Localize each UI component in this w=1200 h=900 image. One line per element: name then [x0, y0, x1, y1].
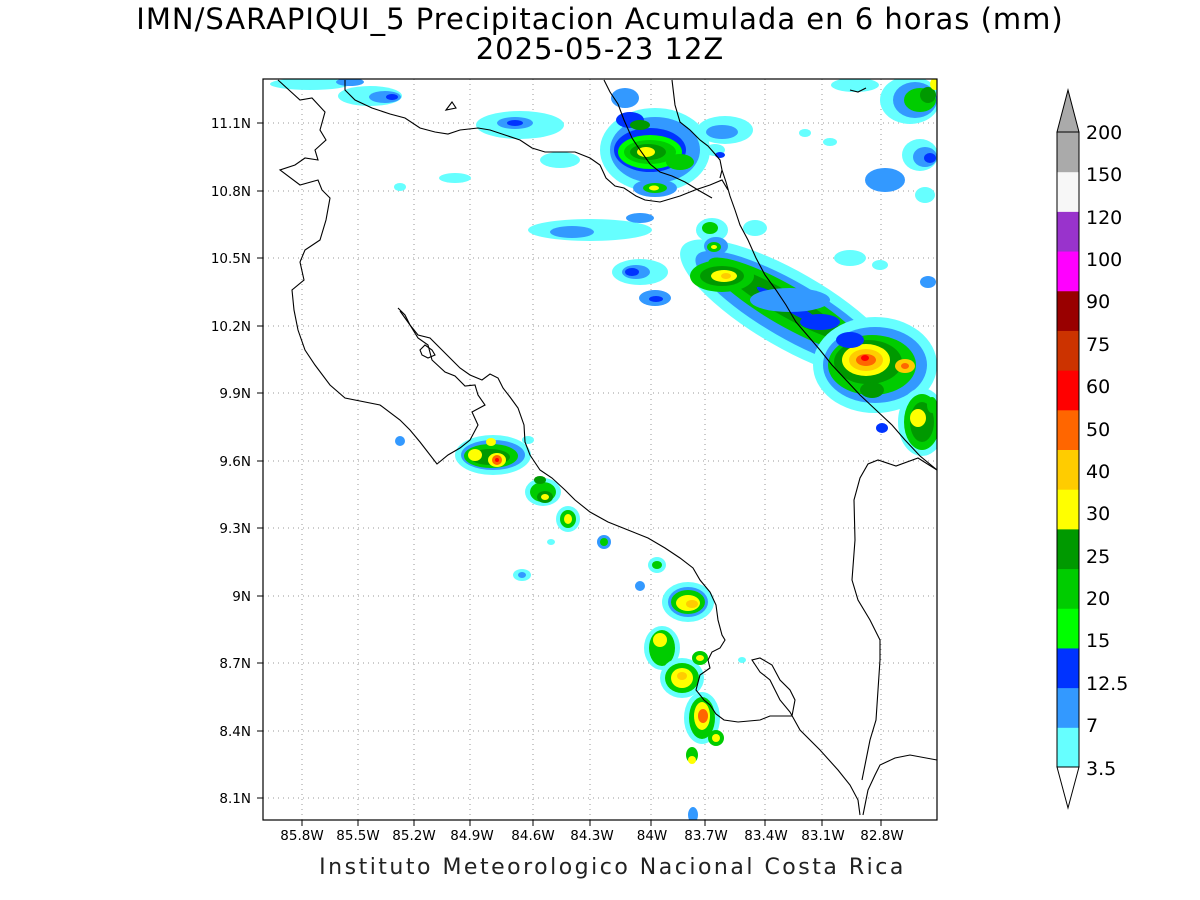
colorbar-label: 150 — [1086, 164, 1122, 186]
lat-label: 8.4N — [219, 724, 251, 740]
lat-label: 10.8N — [211, 184, 251, 200]
colorbar-label: 40 — [1086, 461, 1110, 483]
map-gridlines — [263, 79, 937, 820]
precip-cell — [270, 79, 402, 106]
colorbar-label: 100 — [1086, 249, 1122, 271]
lat-label: 9.3N — [219, 521, 251, 537]
footer-credit: Instituto Meteorologico Nacional Costa R… — [319, 855, 906, 880]
precipitation-field — [270, 79, 937, 820]
map-date: 2025-05-23 12Z — [475, 32, 725, 66]
lon-label: 84.3W — [570, 828, 613, 844]
precip-cell — [600, 88, 710, 197]
lon-label: 84.9W — [450, 828, 493, 844]
colorbar-label: 20 — [1086, 588, 1110, 610]
precip-cell — [528, 213, 767, 242]
colorbar-swatch — [1057, 251, 1079, 292]
precip-cell — [684, 692, 724, 820]
colorbar-label: 25 — [1086, 546, 1110, 568]
map-frame — [262, 78, 938, 821]
colorbar-label: 3.5 — [1086, 758, 1116, 780]
longitude-labels: 85.8W 85.5W 85.2W 84.9W 84.6W 84.3W 84W … — [280, 828, 903, 844]
colorbar-swatch — [1057, 171, 1079, 212]
lon-label: 82.8W — [860, 828, 903, 844]
lon-label: 84.6W — [511, 828, 554, 844]
lon-label: 85.8W — [280, 828, 323, 844]
colorbar-label: 50 — [1086, 419, 1110, 441]
colorbar-swatch — [1057, 489, 1079, 530]
precip-cell — [395, 435, 534, 475]
lat-label: 8.1N — [219, 791, 251, 807]
colorbar-label: 12.5 — [1086, 673, 1128, 695]
colorbar-frame — [1056, 131, 1080, 768]
colorbar-label: 75 — [1086, 334, 1110, 356]
colorbar-swatch — [1057, 528, 1079, 570]
map-title: IMN/SARAPIQUI_5 Precipitacion Acumulada … — [136, 2, 1064, 36]
colorbar-swatches — [1057, 132, 1079, 768]
colorbar-label: 60 — [1086, 376, 1110, 398]
lon-label: 83.1W — [801, 828, 844, 844]
precip-cell — [635, 557, 714, 622]
colorbar-label: 30 — [1086, 503, 1110, 525]
coastlines — [277, 79, 937, 816]
colorbar-swatch — [1057, 449, 1079, 490]
colorbar-swatch — [1057, 409, 1079, 450]
colorbar-swatch — [1057, 330, 1079, 371]
lat-label: 9.9N — [219, 386, 251, 402]
colorbar-label: 90 — [1086, 291, 1110, 313]
colorbar-label: 120 — [1086, 207, 1122, 229]
precip-cell — [644, 626, 746, 698]
colorbar-swatch — [1057, 290, 1079, 331]
precip-cell — [831, 79, 937, 203]
lat-label: 10.5N — [211, 251, 251, 267]
colorbar: 200 150 120 100 90 75 60 50 40 30 25 20 … — [1056, 88, 1128, 810]
colorbar-swatch — [1057, 687, 1079, 728]
colorbar-swatch — [1057, 568, 1079, 609]
colorbar-label: 7 — [1086, 715, 1098, 737]
lat-label: 9N — [232, 589, 251, 605]
lat-label: 10.2N — [211, 319, 251, 335]
colorbar-swatch — [1057, 132, 1079, 173]
colorbar-top-arrow — [1056, 88, 1080, 133]
latitude-labels: 11.1N 10.8N 10.5N 10.2N 9.9N 9.6N 9.3N 9… — [211, 116, 251, 807]
colorbar-swatch — [1057, 370, 1079, 411]
colorbar-swatch — [1057, 647, 1079, 689]
lon-label: 83.4W — [744, 828, 787, 844]
colorbar-label: 15 — [1086, 630, 1110, 652]
precip-cell — [898, 388, 937, 456]
precip-cell — [813, 317, 937, 433]
axis-ticks — [257, 122, 882, 826]
lon-label: 85.5W — [336, 828, 379, 844]
colorbar-swatch — [1057, 211, 1079, 252]
colorbar-swatch — [1057, 608, 1079, 649]
lon-label: 84W — [637, 828, 668, 844]
colorbar-label: 200 — [1086, 122, 1122, 144]
precip-cell — [690, 237, 936, 330]
lon-label: 83.7W — [684, 828, 727, 844]
lat-label: 9.6N — [219, 454, 251, 470]
lat-label: 8.7N — [219, 656, 251, 672]
precip-cell — [697, 116, 837, 158]
lat-label: 11.1N — [211, 116, 251, 132]
colorbar-bottom-arrow — [1056, 766, 1080, 810]
precip-cell — [394, 111, 580, 191]
precip-cell — [612, 259, 671, 306]
lon-label: 85.2W — [392, 828, 435, 844]
colorbar-swatch — [1057, 727, 1079, 768]
precip-cell — [513, 476, 611, 581]
